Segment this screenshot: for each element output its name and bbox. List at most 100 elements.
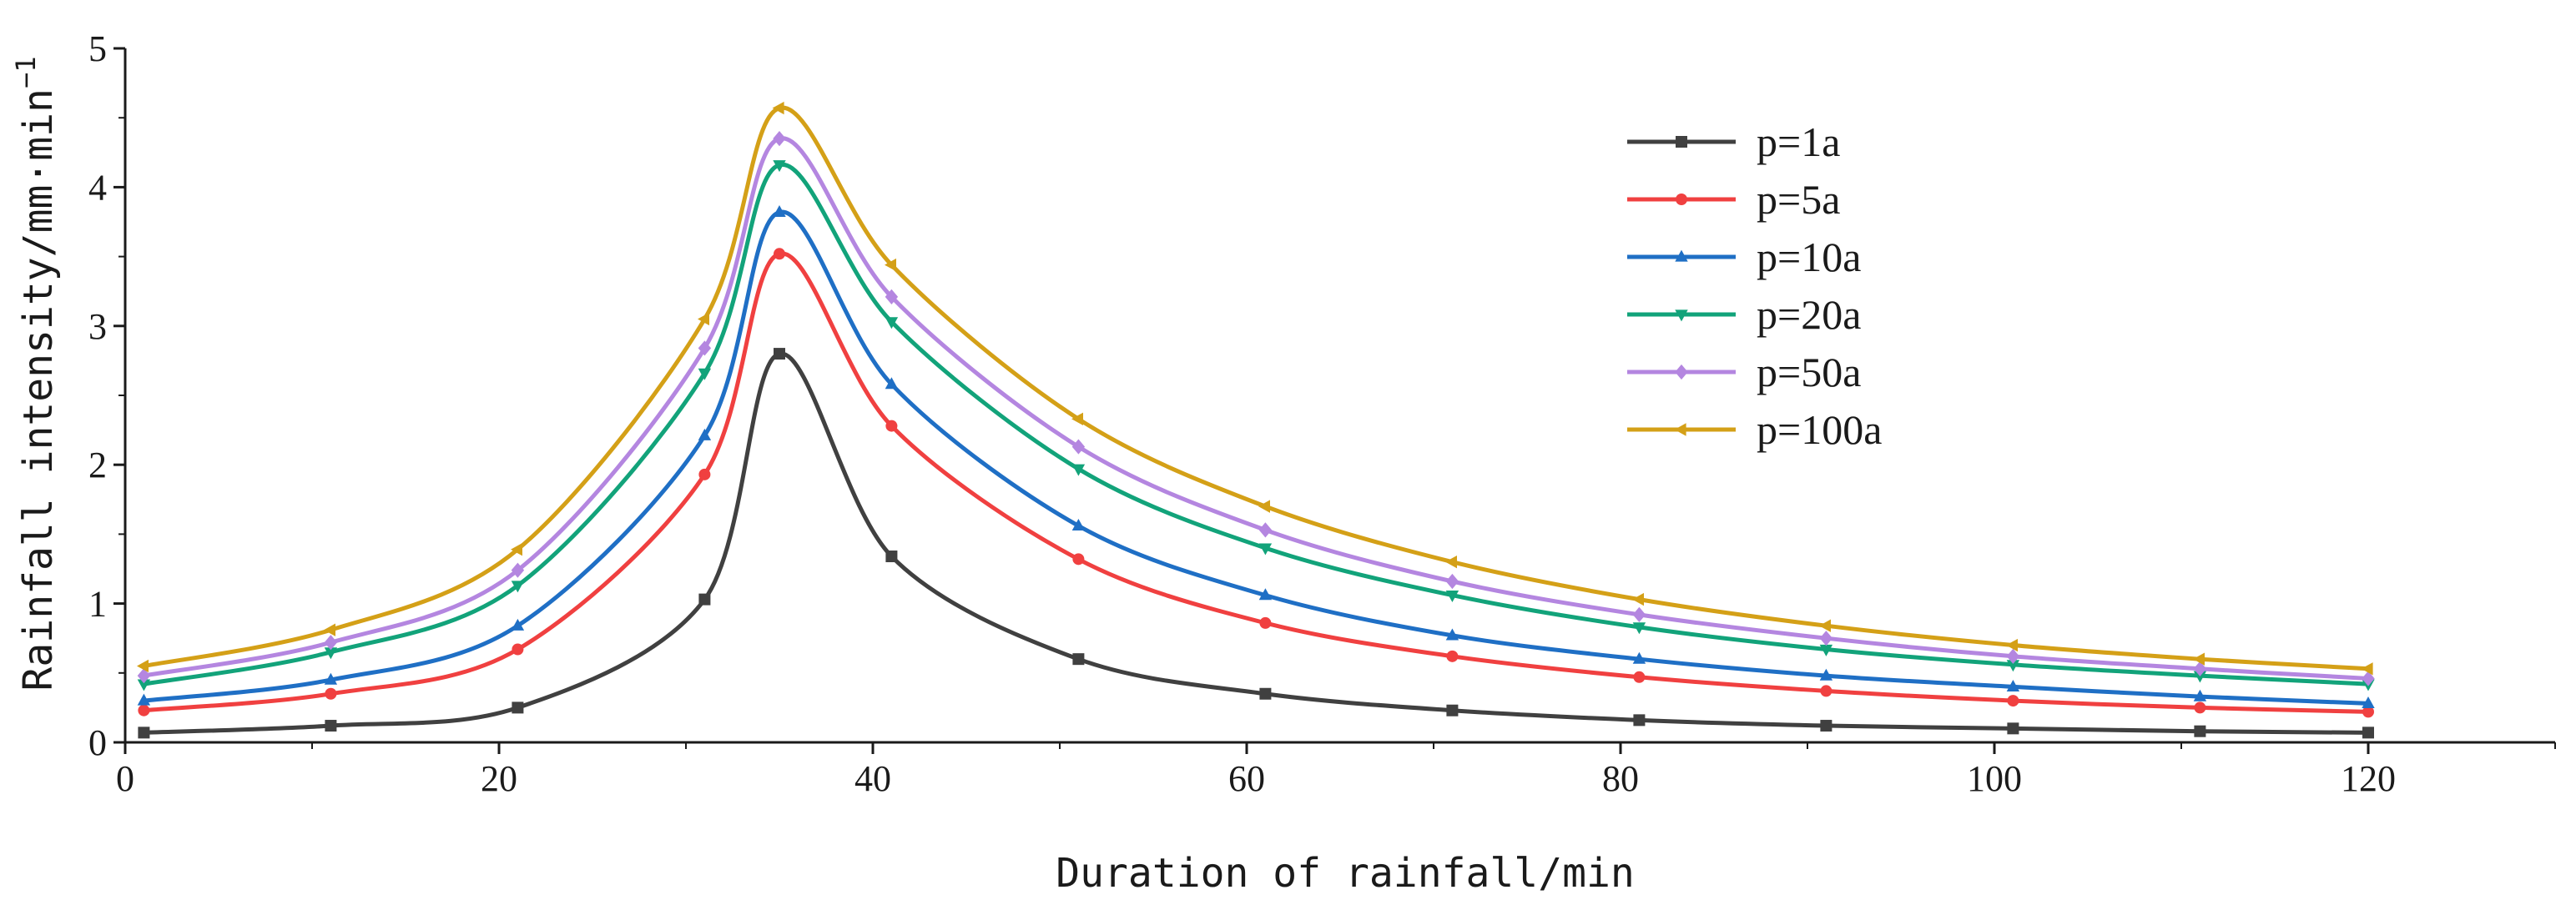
data-point	[324, 672, 338, 685]
legend-label: p=10a	[1757, 234, 1861, 280]
x-axis-title: Duration of rainfall/min	[1056, 850, 1635, 897]
y-tick-label: 5	[88, 28, 107, 69]
data-point	[2194, 725, 2206, 737]
data-point	[2362, 696, 2375, 709]
legend-label: p=100a	[1757, 406, 1882, 453]
data-point	[137, 693, 151, 706]
series-p=20a	[137, 160, 2375, 691]
data-point	[885, 551, 898, 563]
series-p=50a	[137, 131, 2375, 686]
data-point	[773, 204, 786, 217]
series-line	[144, 251, 2369, 714]
x-tick-label: 60	[1228, 758, 1265, 799]
legend-entry: p=50a	[1627, 349, 1861, 395]
data-point	[512, 701, 524, 714]
data-point	[1071, 519, 1086, 531]
y-axis-title: Rainfall intensity/mm·min−1	[10, 57, 62, 691]
data-point	[2006, 638, 2018, 652]
data-point	[1445, 573, 1459, 590]
y-tick-label: 2	[88, 445, 107, 485]
data-point	[698, 340, 712, 356]
x-tick-label: 120	[2341, 758, 2396, 799]
y-tick-label: 0	[88, 722, 107, 763]
data-point	[773, 131, 786, 147]
data-point	[1446, 650, 1459, 662]
legend-marker	[1675, 364, 1688, 380]
data-point	[698, 428, 712, 440]
data-point	[2006, 648, 2020, 664]
series-p=5a	[138, 248, 2374, 718]
data-point	[698, 312, 709, 326]
data-point	[1259, 687, 1272, 700]
legend-entry: p=5a	[1627, 176, 1840, 223]
plot-area	[137, 101, 2375, 739]
data-point	[2007, 722, 2019, 735]
data-point	[1258, 522, 1273, 538]
data-point	[511, 581, 525, 593]
data-point	[1258, 588, 1273, 601]
data-point	[774, 248, 785, 260]
legend-marker	[1676, 194, 1687, 205]
y-axis-title-superscript: −1	[10, 57, 42, 89]
legend-marker	[1675, 249, 1688, 262]
data-point	[137, 679, 151, 691]
x-tick-label: 20	[481, 758, 517, 799]
data-point	[1632, 592, 1644, 606]
series-line	[144, 209, 2369, 706]
legend-marker	[1676, 136, 1687, 148]
data-point	[138, 727, 150, 739]
legend-label: p=1a	[1757, 118, 1840, 165]
data-point	[1819, 619, 1831, 632]
legend-label: p=20a	[1757, 291, 1861, 338]
data-point	[2362, 727, 2374, 739]
data-point	[773, 160, 786, 173]
data-point	[2194, 701, 2206, 714]
data-point	[698, 468, 711, 480]
data-point	[1071, 464, 1086, 476]
legend-label: p=5a	[1757, 176, 1840, 223]
data-point	[1258, 500, 1270, 513]
y-axis-title-main: Rainfall intensity/mm·min	[15, 88, 62, 691]
x-tick-label: 100	[1967, 758, 2022, 799]
data-point	[511, 618, 525, 631]
data-point	[1445, 628, 1459, 641]
data-point	[1632, 651, 1646, 664]
series-line	[143, 105, 2369, 671]
data-point	[2361, 662, 2373, 676]
legend-marker	[1674, 423, 1686, 436]
data-point	[1445, 555, 1457, 569]
data-point	[2006, 660, 2020, 672]
data-point	[2362, 706, 2374, 718]
data-point	[1819, 631, 1833, 646]
series-p=10a	[137, 204, 2375, 709]
data-point	[1819, 644, 1833, 656]
data-point	[1259, 616, 1272, 629]
data-point	[1446, 704, 1459, 716]
data-point	[698, 368, 712, 380]
y-tick-label: 4	[88, 167, 107, 208]
legend-label: p=50a	[1757, 349, 1861, 395]
data-point	[1258, 543, 1273, 556]
data-point	[324, 647, 338, 660]
legend-entry: p=10a	[1627, 234, 1861, 280]
data-point	[324, 635, 338, 651]
data-point	[1072, 653, 1085, 666]
data-point	[885, 258, 896, 272]
x-tick-label: 0	[116, 758, 134, 799]
legend-entry: p=100a	[1627, 406, 1882, 453]
data-point	[512, 643, 524, 656]
y-tick-label: 3	[88, 306, 107, 347]
series-p=100a	[137, 101, 2373, 676]
data-point	[2193, 652, 2205, 666]
legend: p=1a p=5a p=10a p=20a p=50a p=100a	[1627, 118, 1882, 453]
data-point	[1445, 591, 1459, 603]
data-point	[885, 317, 899, 329]
data-point	[511, 543, 522, 556]
data-point	[1071, 412, 1083, 425]
data-point	[325, 720, 337, 732]
data-point	[511, 562, 525, 578]
data-point	[885, 377, 899, 390]
data-point	[2193, 689, 2207, 701]
series-p=1a	[138, 348, 2374, 739]
